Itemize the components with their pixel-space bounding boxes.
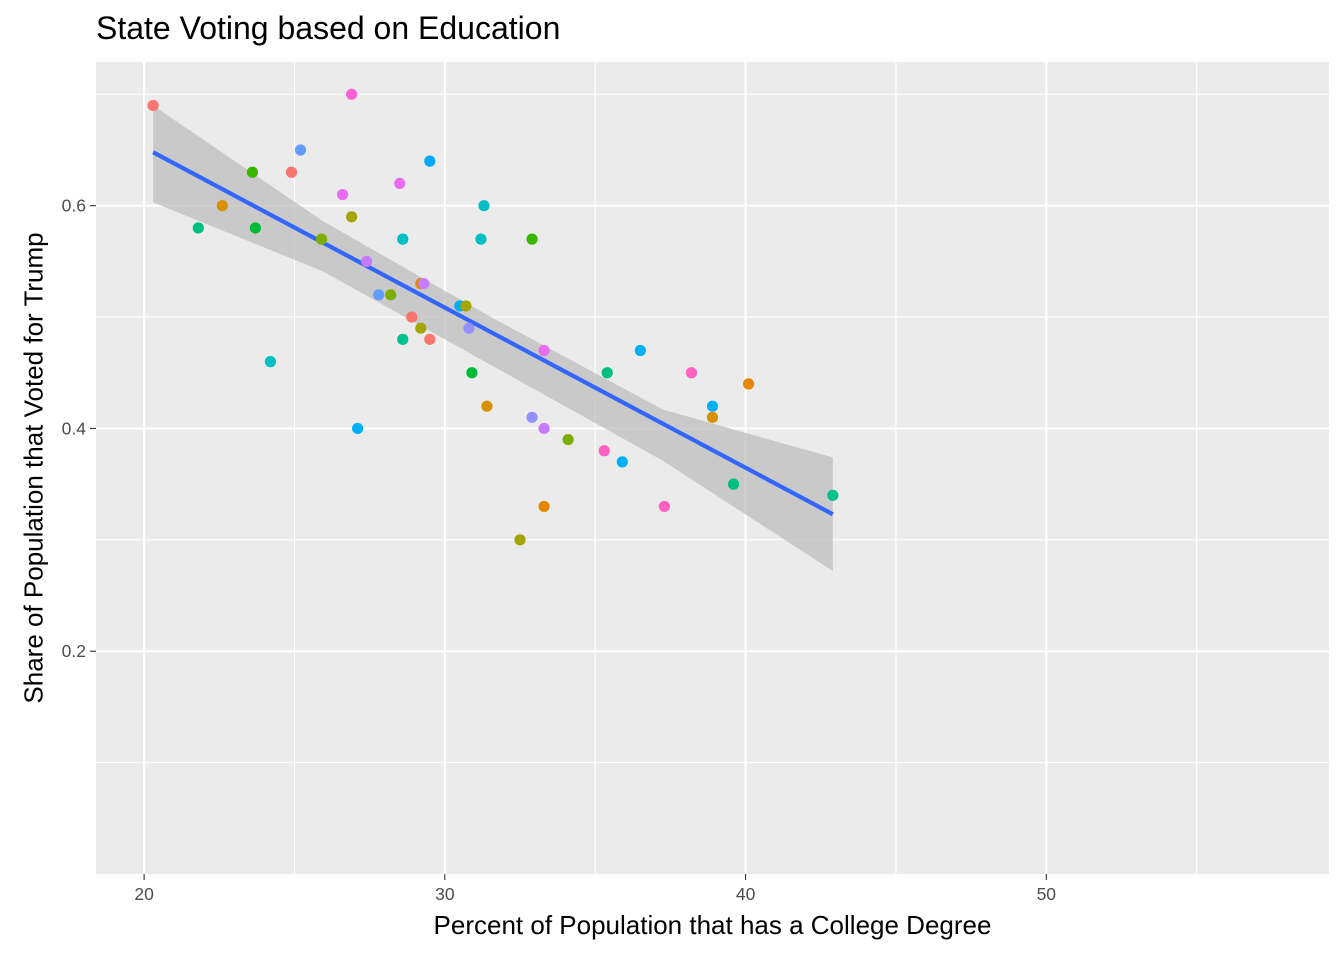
regression-line: [152, 150, 834, 517]
data-point: [216, 200, 228, 212]
data-point: [601, 367, 613, 379]
x-axis-ticks: 20 30 40 50: [134, 874, 1056, 904]
x-tick-label: 30: [435, 884, 455, 904]
data-point: [397, 333, 409, 345]
data-point: [346, 211, 358, 223]
data-point: [415, 322, 427, 334]
data-point: [598, 445, 610, 457]
data-point: [538, 344, 550, 357]
data-point: [463, 322, 475, 334]
confidence-band: [153, 105, 833, 572]
data-point: [706, 411, 719, 423]
data-point: [466, 367, 478, 379]
data-point: [616, 456, 628, 468]
y-tick-label: 0.4: [62, 418, 87, 438]
data-point: [418, 278, 430, 290]
data-point: [424, 155, 436, 167]
data-point: [658, 500, 670, 513]
data-point: [147, 99, 159, 112]
data-point: [634, 344, 646, 357]
data-point: [460, 300, 472, 312]
data-point: [346, 88, 358, 100]
chart-title: State Voting based on Education: [96, 10, 561, 46]
data-point: [264, 356, 277, 368]
data-point: [315, 233, 328, 245]
data-point: [685, 367, 698, 379]
y-tick-label: 0.6: [62, 196, 86, 216]
data-point: [562, 433, 574, 446]
data-point: [373, 289, 385, 301]
data-point: [514, 534, 526, 546]
data-point: [538, 422, 550, 435]
data-point: [294, 144, 307, 156]
minor-gridlines: [96, 62, 1329, 874]
data-point: [475, 233, 487, 245]
data-point: [249, 222, 261, 234]
x-axis-label: Percent of Population that has a College…: [433, 910, 992, 940]
data-point: [385, 289, 397, 301]
data-point: [192, 222, 204, 234]
data-point: [285, 166, 298, 178]
major-gridlines: [96, 62, 1329, 874]
data-point: [397, 233, 409, 245]
data-point: [526, 233, 538, 245]
x-tick-label: 20: [134, 884, 154, 904]
data-point: [337, 188, 349, 201]
data-point: [827, 489, 839, 501]
y-axis-ticks: 0.2 0.4 0.6: [62, 196, 96, 661]
data-point: [538, 500, 550, 513]
data-point: [727, 478, 740, 490]
data-point: [424, 333, 436, 345]
data-point: [394, 177, 406, 190]
data-point: [352, 422, 364, 435]
data-point: [361, 255, 373, 267]
data-point: [246, 166, 258, 178]
y-tick-label: 0.2: [62, 641, 86, 661]
x-tick-label: 50: [1037, 884, 1057, 904]
data-point: [706, 400, 719, 412]
x-tick-label: 40: [736, 884, 756, 904]
data-points: [147, 88, 839, 546]
data-point: [526, 411, 538, 423]
data-point: [478, 200, 490, 212]
data-point: [481, 400, 493, 412]
data-point: [406, 311, 418, 323]
data-point: [742, 378, 755, 390]
